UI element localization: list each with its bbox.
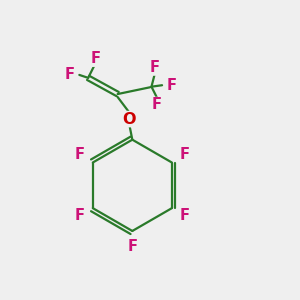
Text: F: F (74, 147, 85, 162)
Text: O: O (123, 112, 136, 127)
Text: F: F (180, 208, 190, 223)
Text: F: F (180, 147, 190, 162)
Text: F: F (167, 78, 176, 93)
Text: F: F (65, 68, 75, 82)
Text: F: F (152, 98, 162, 112)
Text: F: F (149, 60, 159, 75)
Text: F: F (127, 239, 137, 254)
Text: F: F (74, 208, 85, 223)
Text: F: F (91, 51, 100, 66)
